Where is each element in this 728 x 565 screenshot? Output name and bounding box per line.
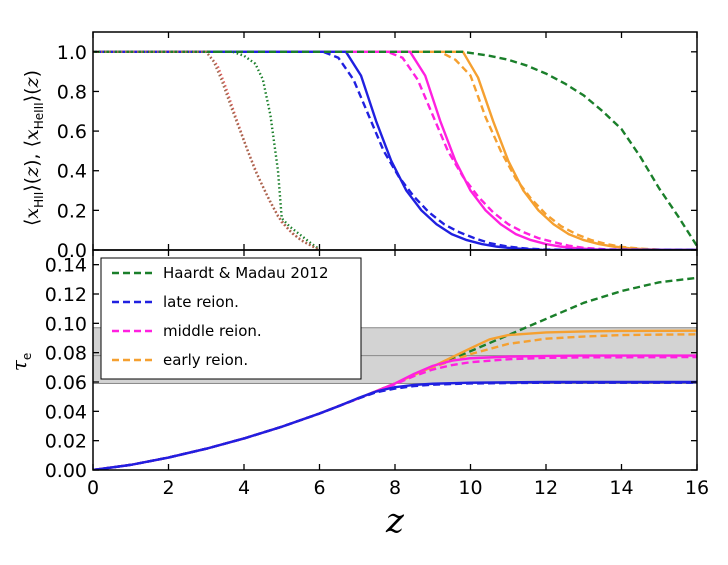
legend-label: Haardt & Madau 2012 xyxy=(163,264,329,282)
legend-box xyxy=(100,257,362,380)
top-series-group xyxy=(93,50,697,250)
top-series-line-4 xyxy=(93,50,697,250)
top-series-line-6 xyxy=(93,50,697,247)
x-tick-label: 14 xyxy=(609,477,633,499)
top-y-ticks: 0.0 0.2 0.4 0.6 0.8 1.0 xyxy=(57,42,697,262)
x-tick-label: 8 xyxy=(389,477,401,499)
top-x-ticks xyxy=(92,32,698,250)
x-tick-label: 6 xyxy=(313,477,325,499)
bottom-y-axis-label: τe xyxy=(7,353,34,371)
top-series-line-2 xyxy=(93,50,697,250)
top-series-line-7 xyxy=(93,50,321,250)
y-tick-label: 0.0 xyxy=(57,240,87,262)
x-axis-label: z xyxy=(385,501,405,541)
y-tick-label: 1.0 xyxy=(57,42,87,64)
bottom-x-ticks: 0 2 4 6 8 10 12 14 16 xyxy=(87,250,709,499)
x-tick-label: 0 xyxy=(87,477,99,499)
top-y-axis-label: ⟨xHII⟩(z), ⟨xHeIII⟩(z) xyxy=(21,70,46,226)
y-tick-label: 0.08 xyxy=(45,343,87,365)
y-tick-label: 0.2 xyxy=(57,200,87,222)
bot-series-line-5 xyxy=(93,381,697,470)
y-tick-label: 0.8 xyxy=(57,81,87,103)
y-tick-label: 0.6 xyxy=(57,121,87,143)
legend-label: middle reion. xyxy=(163,322,262,340)
x-tick-label: 10 xyxy=(458,477,482,499)
top-series-line-3 xyxy=(93,50,697,250)
y-tick-label: 0.00 xyxy=(45,460,87,482)
y-tick-label: 0.10 xyxy=(45,313,87,335)
legend-label: early reion. xyxy=(163,351,248,369)
y-tick-label: 0.12 xyxy=(45,284,87,306)
x-tick-label: 2 xyxy=(162,477,174,499)
y-tick-label: 0.14 xyxy=(45,255,87,277)
legend-label: late reion. xyxy=(163,293,239,311)
top-series-line-8 xyxy=(93,50,321,250)
top-plot-frame xyxy=(92,31,698,251)
x-tick-label: 16 xyxy=(685,477,709,499)
y-tick-label: 0.02 xyxy=(45,431,87,453)
bot-series-line-6 xyxy=(93,380,697,470)
top-series-line-1 xyxy=(93,50,697,250)
x-tick-label: 4 xyxy=(238,477,250,499)
bottom-series-group xyxy=(93,276,697,470)
y-tick-label: 0.04 xyxy=(45,401,87,423)
y-tick-label: 0.06 xyxy=(45,372,87,394)
top-series-line-5 xyxy=(93,50,697,250)
legend: Haardt & Madau 2012 late reion. middle rei… xyxy=(100,257,362,380)
y-tick-label: 0.4 xyxy=(57,161,87,183)
bottom-y-ticks: 0.00 0.02 0.04 0.06 0.08 0.10 0.12 0.14 xyxy=(45,255,697,482)
x-tick-label: 12 xyxy=(534,477,558,499)
bottom-panel: 0.00 0.02 0.04 0.06 0.08 0.10 0.12 0.14 0 2 4 6 8 10… xyxy=(7,249,709,541)
top-series-line-0 xyxy=(93,50,697,250)
top-series-line-9 xyxy=(93,50,321,250)
top-panel: 0.0 0.2 0.4 0.6 0.8 1.0 ⟨xHII⟩(z), ⟨xHeIII⟩(z… xyxy=(21,31,698,262)
